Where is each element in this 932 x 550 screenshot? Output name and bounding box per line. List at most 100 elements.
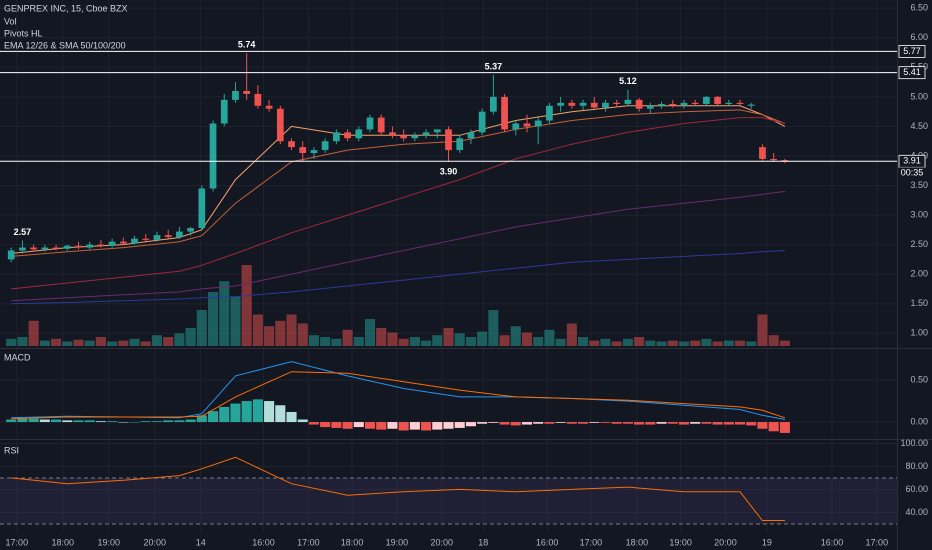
indicator-line (11, 250, 785, 305)
x-tick-label: 19:00 (669, 537, 692, 547)
candle-body (781, 160, 789, 162)
macd-histogram-bar (734, 422, 746, 425)
candle-body (646, 105, 654, 109)
volume-bar (432, 335, 443, 346)
candle-body (489, 96, 497, 112)
volume-bar (667, 340, 678, 346)
pivot-label: 5.74 (238, 40, 256, 50)
volume-bar (465, 337, 476, 346)
rsi-line (11, 456, 785, 521)
volume-bar (409, 337, 420, 346)
macd-histogram-bar (544, 422, 555, 424)
x-tick-label: 20:00 (431, 537, 454, 547)
volume-bar (118, 340, 129, 346)
indicator-line (11, 190, 785, 302)
macd-histogram-bar (779, 422, 790, 433)
macd-histogram-bar (622, 422, 633, 424)
macd-histogram-bar (39, 419, 50, 423)
macd-histogram-bar (701, 422, 712, 424)
candle-body (355, 129, 363, 139)
macd-histogram-bar (297, 419, 308, 423)
volume-bar (185, 328, 196, 346)
volume-bar (555, 338, 566, 346)
volume-bar (421, 340, 432, 346)
candle-body (568, 102, 576, 106)
x-tick-label: 20:00 (714, 537, 737, 547)
volume-bar (151, 335, 163, 346)
candle-body (377, 117, 385, 133)
volume-bar (566, 323, 577, 346)
y-tick-label: 0.50 (910, 374, 928, 384)
macd-histogram-bar (634, 422, 645, 425)
macd-histogram-bar (230, 403, 241, 423)
volume-bar (174, 333, 185, 346)
candle-body (198, 188, 206, 229)
candle-body (265, 105, 273, 109)
candle-body (276, 108, 284, 142)
candle-body (366, 117, 374, 130)
macd-histogram-bar (196, 415, 207, 423)
candle-body (288, 141, 295, 148)
y-tick-label: 6.00 (910, 32, 928, 42)
macd-histogram-bar (185, 419, 196, 423)
volume-bar (578, 337, 589, 346)
macd-histogram-bar (342, 422, 353, 429)
x-tick-label: 18:00 (626, 537, 649, 547)
volume-bar (634, 337, 645, 346)
volume-bar (84, 340, 95, 346)
candle-body (187, 228, 194, 232)
macd-histogram-bar (578, 422, 589, 424)
candle-body (714, 96, 721, 104)
volume-bar (398, 338, 409, 346)
macd-histogram-bar (746, 422, 757, 426)
volume-bar (286, 314, 297, 346)
macd-histogram-bar (275, 405, 286, 423)
candle-body (153, 235, 161, 240)
volume-bar (28, 320, 39, 346)
candle-body (725, 102, 733, 104)
candle-body (86, 244, 94, 248)
y-tick-label: 2.00 (910, 269, 928, 279)
x-tick-label: 17:00 (580, 537, 603, 547)
macd-histogram-bar (432, 422, 443, 430)
candle-body (669, 103, 677, 106)
macd-histogram-bar (264, 401, 275, 423)
volume-bar (230, 296, 241, 346)
chart-title: GENPREX INC, 15, Cboe BZX (4, 3, 128, 13)
volume-bar (342, 329, 353, 346)
volume-bar (51, 338, 62, 346)
macd-histogram-bar (252, 399, 263, 423)
volume-bar (757, 314, 768, 346)
legend-entry: Vol (4, 16, 17, 26)
price-label-box (898, 66, 926, 80)
candle-body (501, 96, 508, 130)
y-tick-label: 1.00 (910, 328, 928, 338)
macd-histogram-bar (521, 422, 533, 425)
x-tick-label: 18 (478, 537, 488, 547)
macd-histogram-bar (723, 422, 734, 425)
volume-bar (611, 341, 622, 346)
candle-body (321, 141, 329, 151)
y-tick-label: 3.50 (910, 180, 928, 190)
candle-body (624, 99, 632, 104)
volume-bar (488, 310, 499, 346)
macd-line (11, 361, 785, 420)
macd-histogram-bar (286, 411, 297, 423)
candle-body (131, 238, 138, 244)
volume-bar (701, 338, 712, 346)
macd-histogram-bar (589, 422, 600, 423)
x-tick-label: 16:00 (536, 537, 559, 547)
candle-body (41, 247, 49, 250)
volume-bar (207, 292, 219, 346)
volume-bar (163, 337, 174, 346)
macd-histogram-bar (118, 422, 129, 423)
macd-histogram-bar (320, 422, 331, 428)
candle-body (433, 129, 441, 133)
candle-body (467, 132, 475, 139)
candle-body (422, 132, 430, 136)
macd-histogram-bar (768, 422, 779, 432)
pivot-label: 3.90 (440, 166, 458, 176)
x-tick-label: 17:00 (866, 537, 889, 547)
macd-histogram-bar (151, 421, 163, 423)
